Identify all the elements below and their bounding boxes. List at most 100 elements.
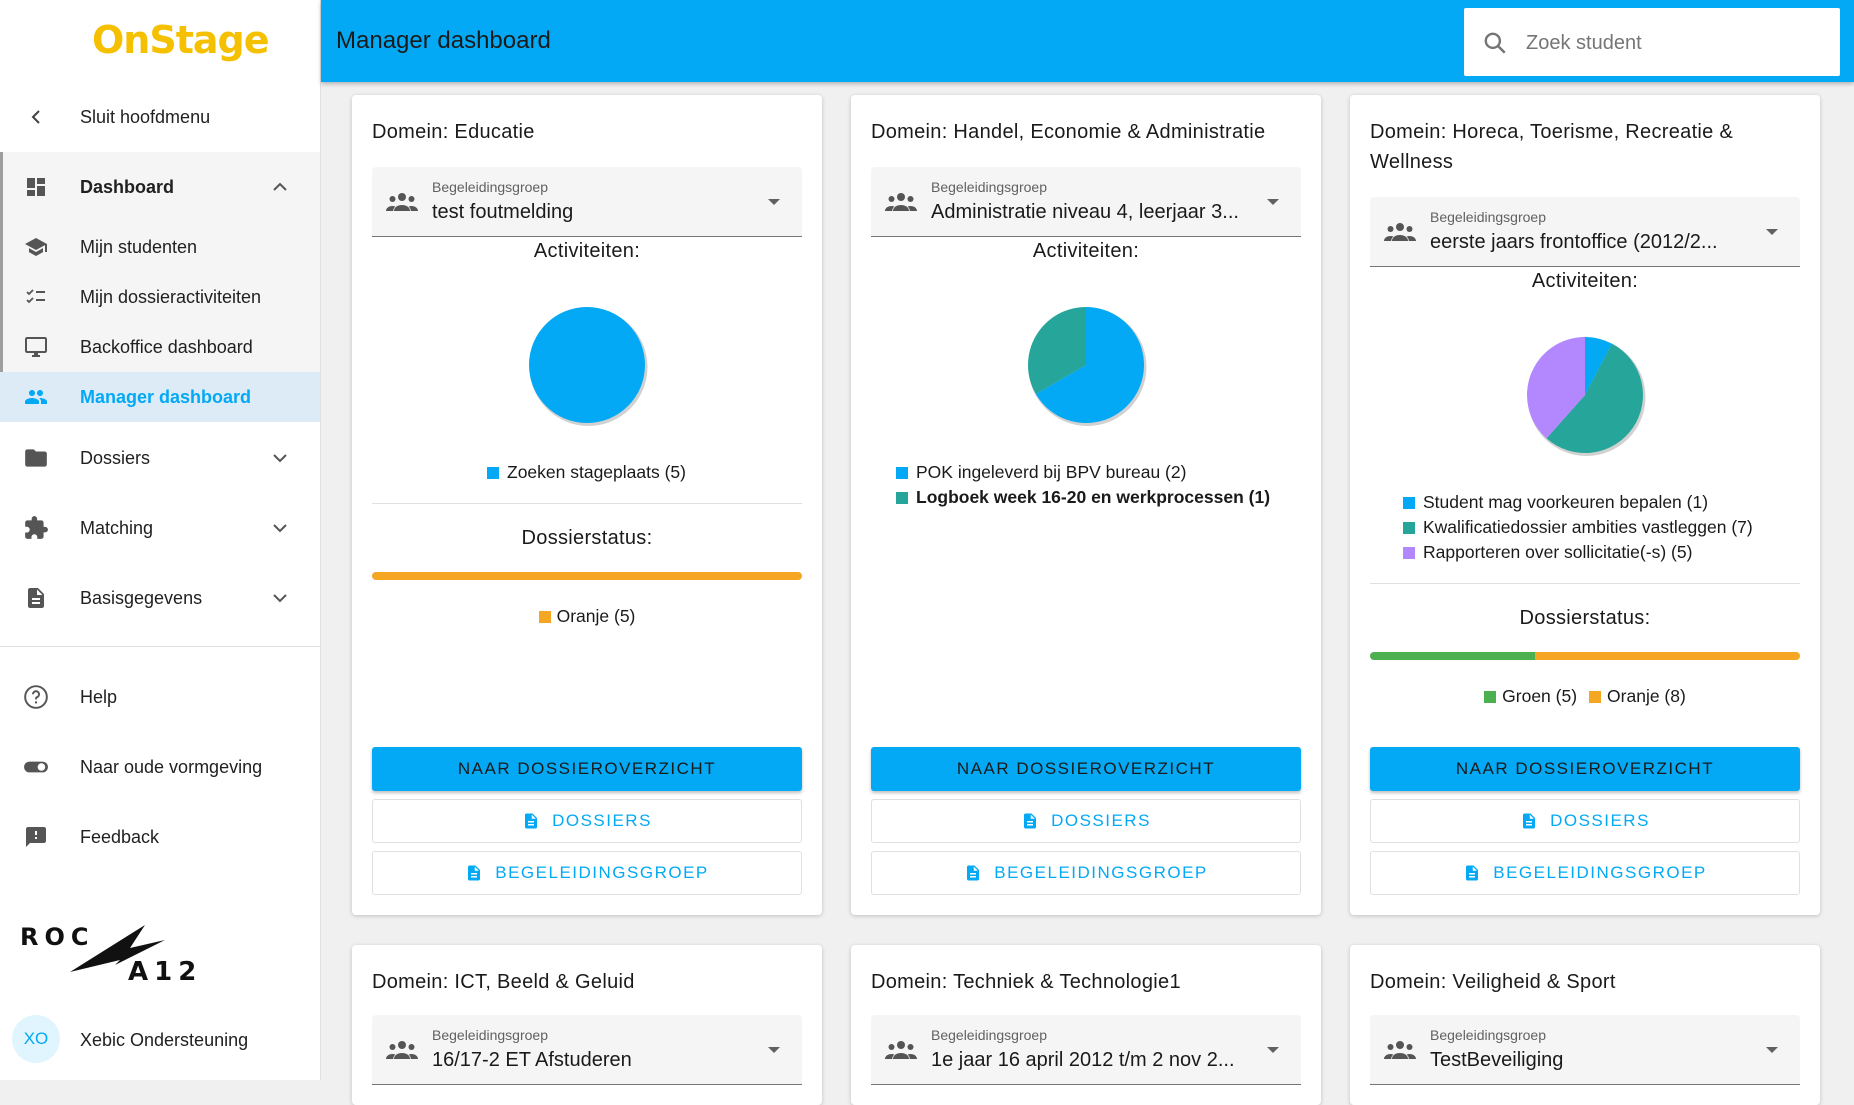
- dropdown-arrow-icon: [1766, 1047, 1778, 1053]
- group-select[interactable]: Begeleidingsgroep Administratie niveau 4…: [871, 167, 1301, 237]
- pie-slice: [1028, 307, 1086, 394]
- chevron-down-icon: [268, 446, 292, 470]
- sidebar-item-label: Manager dashboard: [80, 386, 252, 407]
- dossiers-button[interactable]: DOSSIERS: [372, 799, 802, 843]
- pie-slice: [1527, 337, 1585, 439]
- dossiers-button[interactable]: DOSSIERS: [871, 799, 1301, 843]
- button-label: BEGELEIDINGSGROEP: [994, 863, 1208, 882]
- user-name: Xebic Ondersteuning: [80, 1030, 249, 1050]
- status-segment-green: [1370, 652, 1536, 660]
- legend-label: POK ingeleverd bij BPV bureau (2): [916, 462, 1187, 482]
- close-menu-button[interactable]: Sluit hoofdmenu: [0, 92, 320, 142]
- domain-card: Domein: Horeca, Toerisme, Recreatie & We…: [1350, 95, 1820, 915]
- select-value: Administratie niveau 4, leerjaar 3...: [931, 201, 1239, 223]
- card-title: Domein: Handel, Economie & Administratie: [871, 121, 1266, 143]
- button-label: DOSSIERS: [552, 811, 652, 830]
- legend-swatch: [487, 466, 499, 479]
- card-title: Domein: Techniek & Technologie1: [871, 971, 1181, 993]
- group-icon: [885, 191, 917, 218]
- document-icon: [1463, 863, 1481, 883]
- select-value: eerste jaars frontoffice (2012/2...: [1430, 231, 1718, 253]
- status-bar: [372, 572, 802, 580]
- pie-slice: [529, 307, 645, 423]
- legend-label: Oranje (5): [556, 606, 636, 626]
- dossiers-button[interactable]: DOSSIERS: [1370, 799, 1800, 843]
- status-heading: Dossierstatus:: [1519, 607, 1651, 629]
- sidebar-item-feedback[interactable]: Feedback: [0, 812, 320, 862]
- to-dossier-overview-button[interactable]: NAAR DOSSIEROVERZICHT: [1370, 747, 1800, 791]
- legend-item: Rapporteren over sollicitatie(-s) (5): [1403, 540, 1753, 565]
- sidebar-item-help[interactable]: Help: [0, 672, 320, 722]
- domain-card: Domein: Techniek & Technologie1 Begeleid…: [851, 945, 1321, 1105]
- group-icon: [386, 1039, 418, 1066]
- dropdown-arrow-icon: [1267, 199, 1279, 205]
- monitor-icon: [22, 333, 50, 361]
- legend-item: Oranje (8): [1589, 686, 1686, 707]
- group-select[interactable]: Begeleidingsgroep test foutmelding: [372, 167, 802, 237]
- app-bar: Manager dashboard: [321, 0, 1854, 82]
- search-input[interactable]: [1524, 22, 1828, 64]
- activities-heading: Activiteiten:: [1032, 240, 1140, 262]
- sidebar-item-mijn-studenten[interactable]: Mijn studenten: [0, 222, 320, 272]
- legend-swatch: [1484, 690, 1497, 703]
- sidebar-item-label: Dossiers: [80, 447, 151, 468]
- pie-slice: [1585, 337, 1612, 395]
- user-avatar[interactable]: XO: [12, 1015, 60, 1063]
- to-dossier-overview-button[interactable]: NAAR DOSSIEROVERZICHT: [871, 747, 1301, 791]
- begeleidingsgroep-button[interactable]: BEGELEIDINGSGROEP: [372, 851, 802, 895]
- select-label: Begeleidingsgroep: [931, 179, 1047, 195]
- sidebar-item-dashboard[interactable]: Dashboard: [0, 162, 320, 212]
- card-title: Domein: ICT, Beeld & Geluid: [372, 971, 635, 993]
- sidebar-item-basisgegevens[interactable]: Basisgegevens: [0, 573, 320, 623]
- svg-text:ROC: ROC: [20, 923, 95, 951]
- legend-label: Logboek week 16-20 en werkprocessen (1): [916, 487, 1271, 507]
- legend-swatch: [538, 610, 551, 623]
- sidebar-item-label: Matching: [80, 517, 154, 538]
- close-menu-label: Sluit hoofdmenu: [80, 106, 211, 127]
- chevron-down-icon: [268, 516, 292, 540]
- domain-card: Domein: Veiligheid & Sport Begeleidingsg…: [1350, 945, 1820, 1105]
- group-select[interactable]: Begeleidingsgroep eerste jaars frontoffi…: [1370, 197, 1800, 267]
- card-title: Domein: Educatie: [372, 121, 535, 143]
- legend-item: POK ingeleverd bij BPV bureau (2): [896, 460, 1270, 485]
- status-heading: Dossierstatus:: [521, 527, 653, 549]
- sidebar-item-dossieractiviteiten[interactable]: Mijn dossieractiviteiten: [0, 272, 320, 322]
- search-box[interactable]: [1464, 8, 1840, 76]
- legend-item: Kwalificatiedossier ambities vastleggen …: [1403, 515, 1753, 540]
- school-icon: [22, 233, 50, 261]
- legend-swatch: [1589, 690, 1602, 703]
- sidebar-item-backoffice[interactable]: Backoffice dashboard: [0, 322, 320, 372]
- begeleidingsgroep-button[interactable]: BEGELEIDINGSGROEP: [871, 851, 1301, 895]
- sidebar-item-manager-dashboard[interactable]: Manager dashboard: [0, 372, 320, 422]
- group-icon: [386, 191, 418, 218]
- legend-swatch: [896, 466, 908, 479]
- toggle-icon: [22, 753, 50, 781]
- sidebar-item-label: Help: [80, 686, 118, 707]
- select-label: Begeleidingsgroep: [432, 1027, 548, 1043]
- legend-item: Student mag voorkeuren bepalen (1): [1403, 490, 1753, 515]
- legend-label: Rapporteren over sollicitatie(-s) (5): [1423, 542, 1693, 562]
- sidebar-item-matching[interactable]: Matching: [0, 503, 320, 553]
- roc-a12-logo: ROC A12: [20, 920, 210, 995]
- select-value: 1e jaar 16 april 2012 t/m 2 nov 2...: [931, 1049, 1235, 1071]
- document-icon: [522, 811, 540, 831]
- group-select[interactable]: Begeleidingsgroep 16/17-2 ET Afstuderen: [372, 1015, 802, 1085]
- search-icon: [1482, 30, 1508, 61]
- activities-legend: Student mag voorkeuren bepalen (1) Kwali…: [1403, 490, 1753, 565]
- to-dossier-overview-button[interactable]: NAAR DOSSIEROVERZICHT: [372, 747, 802, 791]
- sidebar-divider: [0, 646, 320, 647]
- sidebar-item-dossiers[interactable]: Dossiers: [0, 433, 320, 483]
- activities-heading: Activiteiten:: [533, 240, 641, 262]
- document-icon: [22, 584, 50, 612]
- begeleidingsgroep-button[interactable]: BEGELEIDINGSGROEP: [1370, 851, 1800, 895]
- sidebar-item-label: Dashboard: [80, 176, 175, 197]
- group-select[interactable]: Begeleidingsgroep 1e jaar 16 april 2012 …: [871, 1015, 1301, 1085]
- sidebar-item-old-design[interactable]: Naar oude vormgeving: [0, 742, 320, 792]
- card-divider: [1370, 583, 1800, 584]
- status-bar: [1370, 652, 1800, 660]
- group-select[interactable]: Begeleidingsgroep TestBeveiliging: [1370, 1015, 1800, 1085]
- document-icon: [1520, 811, 1538, 831]
- legend-label: Kwalificatiedossier ambities vastleggen …: [1423, 517, 1753, 537]
- group-icon: [1384, 221, 1416, 248]
- sidebar-item-label: Feedback: [80, 826, 160, 847]
